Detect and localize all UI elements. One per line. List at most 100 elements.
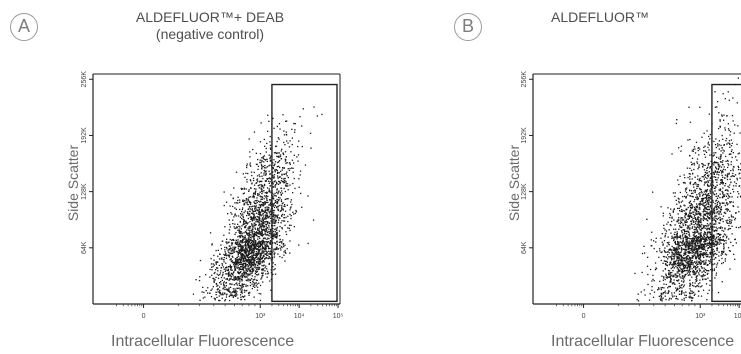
scatter-point bbox=[234, 261, 236, 263]
scatter-point bbox=[724, 189, 727, 191]
scatter-point bbox=[698, 211, 700, 213]
scatter-point bbox=[707, 212, 710, 214]
scatter-point bbox=[682, 262, 684, 265]
scatter-point bbox=[274, 242, 276, 244]
scatter-point bbox=[668, 248, 670, 251]
scatter-point bbox=[276, 188, 278, 190]
scatter-point bbox=[705, 245, 708, 247]
scatter-point bbox=[700, 226, 702, 228]
scatter-point bbox=[733, 175, 735, 177]
scatter-point bbox=[691, 250, 694, 252]
scatter-point bbox=[261, 251, 263, 253]
scatter-point bbox=[690, 257, 692, 259]
scatter-point bbox=[669, 273, 671, 275]
scatter-point bbox=[253, 214, 255, 217]
scatter-point bbox=[268, 216, 270, 219]
scatter-point bbox=[247, 261, 249, 263]
scatter-point bbox=[689, 182, 691, 184]
scatter-point bbox=[239, 289, 241, 291]
x-tick-label-a-1: 10³ bbox=[255, 313, 266, 320]
scatter-point bbox=[261, 235, 263, 237]
scatter-point bbox=[281, 174, 283, 176]
scatter-point bbox=[244, 236, 246, 239]
scatter-point bbox=[701, 163, 703, 165]
scatter-point bbox=[676, 246, 678, 248]
scatter-point bbox=[696, 264, 698, 266]
scatter-point bbox=[232, 252, 234, 254]
scatter-point bbox=[731, 149, 733, 151]
scatter-point bbox=[716, 248, 719, 250]
scatter-point bbox=[719, 204, 721, 207]
scatter-point bbox=[703, 253, 705, 255]
scatter-point bbox=[284, 177, 286, 180]
scatter-point bbox=[278, 152, 280, 154]
scatter-point bbox=[239, 226, 241, 228]
scatter-point bbox=[685, 244, 688, 246]
scatter-point bbox=[669, 224, 671, 226]
scatter-point bbox=[285, 184, 287, 186]
scatter-point bbox=[660, 297, 662, 299]
scatter-point bbox=[254, 227, 256, 229]
scatter-point bbox=[701, 260, 703, 263]
scatter-point bbox=[710, 255, 712, 258]
scatter-point bbox=[688, 202, 690, 204]
scatter-point bbox=[263, 183, 266, 186]
scatter-point bbox=[256, 209, 258, 211]
scatter-point bbox=[708, 242, 710, 244]
scatter-point bbox=[265, 228, 267, 231]
scatter-point bbox=[262, 223, 264, 225]
scatter-point bbox=[239, 251, 242, 254]
scatter-point bbox=[664, 268, 666, 270]
scatter-point bbox=[670, 277, 672, 280]
scatter-point bbox=[692, 196, 694, 198]
scatter-point bbox=[689, 216, 691, 218]
scatter-point bbox=[254, 244, 256, 247]
scatter-point bbox=[723, 144, 725, 146]
scatter-point bbox=[233, 263, 235, 265]
scatter-point bbox=[235, 289, 237, 292]
scatter-point bbox=[274, 224, 276, 227]
scatter-point bbox=[216, 296, 218, 299]
scatter-point bbox=[700, 229, 702, 232]
x-tick-label-a-0: 0 bbox=[142, 313, 146, 320]
scatter-point bbox=[721, 182, 724, 184]
scatter-point bbox=[671, 254, 673, 256]
scatter-point bbox=[715, 208, 718, 210]
scatter-point bbox=[708, 289, 710, 291]
scatter-point bbox=[259, 153, 262, 155]
scatter-point bbox=[662, 215, 664, 217]
chart-title-a: ALDEFLUOR™+ DEAB (negative control) bbox=[110, 9, 310, 43]
scatter-point bbox=[689, 242, 691, 244]
scatter-point bbox=[681, 256, 683, 258]
scatter-point bbox=[263, 195, 266, 197]
scatter-point bbox=[255, 256, 257, 258]
scatter-point bbox=[264, 192, 266, 194]
scatter-point bbox=[239, 249, 241, 251]
scatter-point bbox=[239, 259, 241, 261]
scatter-point bbox=[242, 245, 244, 247]
scatter-point bbox=[681, 257, 683, 259]
scatter-point bbox=[689, 181, 692, 183]
scatter-point bbox=[680, 254, 682, 256]
scatter-point bbox=[714, 144, 717, 146]
scatter-point bbox=[721, 147, 723, 149]
scatter-point bbox=[266, 208, 268, 210]
scatter-point bbox=[715, 205, 717, 207]
scatter-point bbox=[243, 270, 245, 272]
scatter-point bbox=[274, 195, 276, 197]
scatter-point bbox=[237, 253, 239, 256]
scatter-point bbox=[678, 198, 680, 200]
scatter-point bbox=[255, 219, 257, 221]
scatter-point bbox=[730, 201, 732, 203]
scatter-point bbox=[242, 218, 244, 220]
scatter-point bbox=[700, 295, 703, 297]
scatter-point bbox=[249, 179, 251, 181]
scatter-point bbox=[259, 261, 261, 263]
scatter-point bbox=[239, 272, 241, 274]
scatter-point bbox=[698, 240, 700, 242]
scatter-point bbox=[677, 261, 679, 263]
scatter-point bbox=[255, 218, 257, 220]
scatter-point bbox=[717, 236, 719, 238]
scatter-point bbox=[707, 220, 709, 222]
scatter-point bbox=[257, 250, 259, 252]
